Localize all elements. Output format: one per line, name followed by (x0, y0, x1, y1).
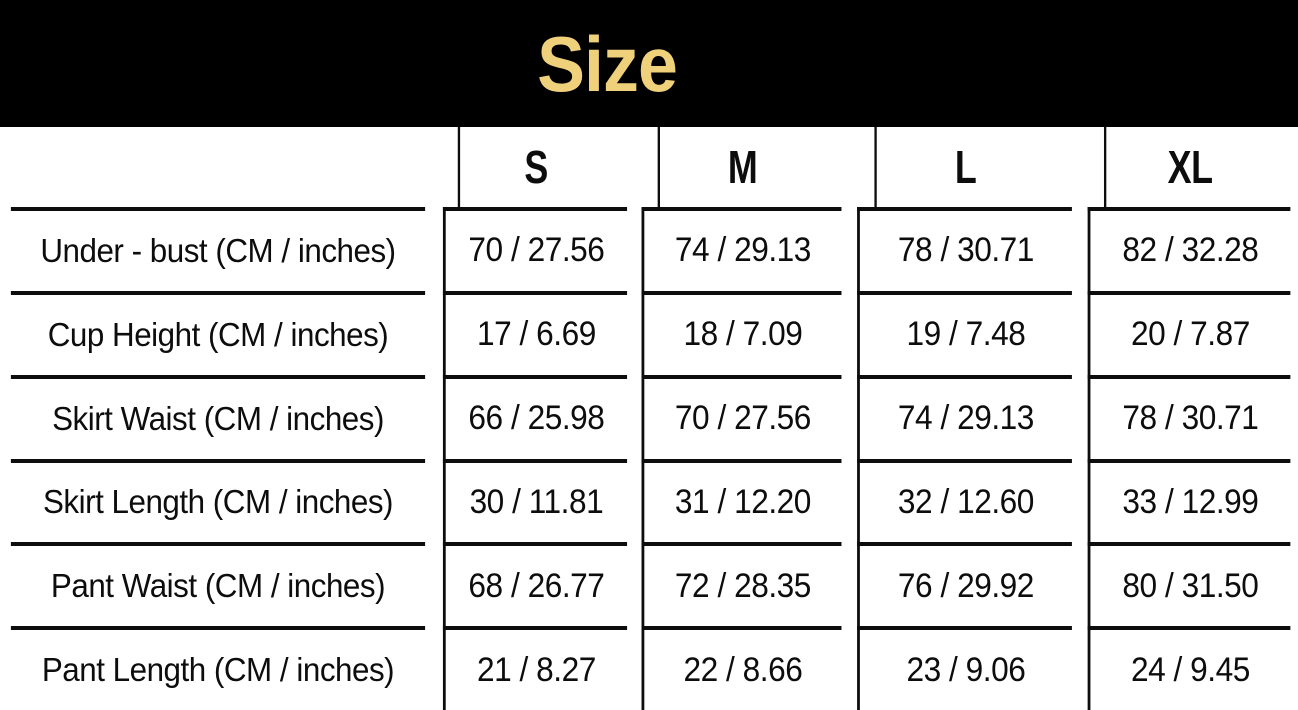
cell-under-bust-xl: 82 / 32.28 (1087, 207, 1291, 291)
page-title: Size (537, 19, 678, 108)
cell-pant-length-l: 23 / 9.06 (857, 626, 1072, 710)
cell-pant-waist-s: 68 / 26.77 (442, 542, 628, 627)
cell-skirt-waist-s: 66 / 25.98 (442, 374, 628, 459)
cell-pant-length-m: 22 / 8.66 (641, 626, 842, 710)
column-header-m: M (657, 127, 826, 207)
cell-cup-height-l: 19 / 7.48 (857, 290, 1072, 375)
cell-skirt-waist-m: 70 / 27.56 (641, 374, 842, 459)
cell-under-bust-l: 78 / 30.71 (857, 207, 1072, 291)
row-label-skirt-waist: Skirt Waist (CM / inches) (10, 374, 426, 459)
cell-skirt-length-l: 32 / 12.60 (857, 458, 1072, 543)
cell-under-bust-m: 74 / 29.13 (641, 207, 842, 291)
cell-skirt-waist-l: 74 / 29.13 (857, 374, 1072, 459)
column-header-l: L (874, 127, 1054, 207)
cell-pant-waist-l: 76 / 29.92 (857, 542, 1072, 627)
row-label-under-bust: Under - bust (CM / inches) (10, 207, 426, 291)
column-header-xl: XL (1103, 127, 1274, 207)
cell-pant-length-xl: 24 / 9.45 (1087, 626, 1291, 710)
row-label-cup-height: Cup Height (CM / inches) (10, 290, 426, 375)
title-banner: Size (0, 0, 1298, 127)
row-label-pant-waist: Pant Waist (CM / inches) (10, 542, 426, 626)
size-table: S M L XL Under - bust (CM / inches) 70 /… (0, 127, 1298, 710)
cell-skirt-waist-xl: 78 / 30.71 (1087, 374, 1291, 459)
cell-skirt-length-s: 30 / 11.81 (442, 458, 628, 543)
cell-under-bust-s: 70 / 27.56 (442, 207, 628, 291)
row-label-pant-length: Pant Length (CM / inches) (10, 626, 426, 710)
corner-cell (0, 127, 436, 207)
cell-pant-length-s: 21 / 8.27 (442, 626, 628, 710)
cell-skirt-length-xl: 33 / 12.99 (1087, 458, 1291, 543)
cell-cup-height-m: 18 / 7.09 (641, 290, 842, 375)
cell-cup-height-xl: 20 / 7.87 (1087, 290, 1291, 375)
row-label-skirt-length: Skirt Length (CM / inches) (10, 458, 426, 543)
column-header-s: S (457, 127, 612, 207)
cell-pant-waist-xl: 80 / 31.50 (1087, 542, 1291, 627)
cell-pant-waist-m: 72 / 28.35 (641, 542, 842, 627)
cell-skirt-length-m: 31 / 12.20 (641, 458, 842, 543)
cell-cup-height-s: 17 / 6.69 (442, 290, 628, 375)
